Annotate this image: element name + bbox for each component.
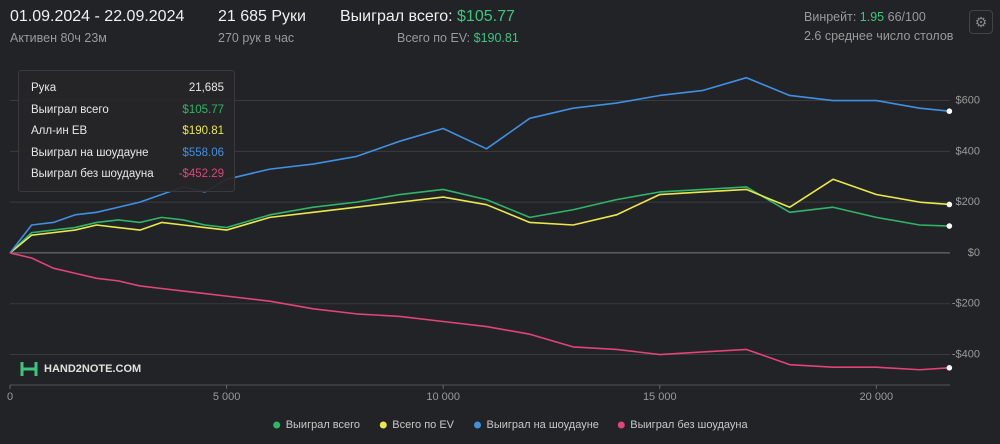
tooltip-label: Рука — [31, 82, 57, 94]
logo-text: HAND2NOTE.COM — [44, 363, 142, 375]
y-tick-label: -$400 — [952, 348, 980, 360]
end-point — [946, 108, 953, 115]
logo: HAND2NOTE.COM — [20, 360, 141, 378]
series-line — [9, 178, 950, 254]
winrate-value: 1.95 — [859, 10, 885, 24]
winrate-label: Винрейт: — [804, 10, 857, 24]
tooltip-value: $190.81 — [182, 125, 224, 137]
hands-rate: 270 рук в час — [218, 31, 295, 45]
y-tick-label: $0 — [968, 247, 980, 259]
legend-marker — [617, 421, 625, 429]
x-tick-label: 10 000 — [426, 391, 460, 403]
tooltip-value: $105.77 — [182, 103, 224, 116]
x-tick-label: 20 000 — [860, 391, 894, 403]
settings-button[interactable]: ⚙ — [969, 10, 993, 34]
tooltip-value: $558.06 — [182, 146, 224, 159]
hands: 21 685 Руки — [218, 8, 306, 25]
active-time: Активен 80ч 23м — [10, 31, 107, 45]
tooltip-label: Выиграл без шоудауна — [31, 168, 154, 180]
tooltip-value: 21,685 — [188, 82, 224, 94]
x-tick-label: 5 000 — [213, 391, 241, 403]
legend-label: Выиграл на шоудауне — [487, 419, 599, 431]
end-point — [946, 223, 953, 229]
legend-marker — [379, 421, 387, 429]
y-tick-label: $600 — [956, 94, 980, 106]
logo-icon — [20, 362, 38, 376]
tooltip-label: Выиграл на шоудауне — [31, 146, 149, 159]
y-tick-label: -$200 — [952, 298, 980, 310]
ev-value: $190.81 — [473, 31, 519, 45]
date-range: 01.09.2024 - 22.09.2024 — [10, 8, 185, 25]
tooltip-row: Выиграл всего $105.77 — [31, 104, 224, 116]
series-line — [9, 76, 950, 254]
end-point — [946, 201, 953, 208]
x-tick-label: 0 — [7, 391, 13, 403]
tooltip-row: Выиграл на шоудауне $558.06 — [31, 147, 224, 159]
winrate: Винрейт: 1.95 66/100 — [804, 10, 926, 24]
won-value: $105.77 — [457, 8, 515, 25]
legend-label: Выиграл без шоудауна — [630, 419, 748, 431]
end-point — [946, 365, 953, 371]
series-line — [9, 186, 950, 254]
tooltip-row: Рука 21,685 — [31, 82, 224, 94]
ev-total: Всего по EV: $190.81 — [397, 31, 519, 45]
legend-marker — [474, 421, 481, 429]
y-tick-label: $200 — [956, 196, 980, 208]
won-total: Выиграл всего: $105.77 — [340, 8, 515, 26]
tooltip-label: Выиграл всего — [31, 103, 109, 116]
x-tick-label: 15 000 — [643, 391, 677, 403]
ev-label: Всего по EV: — [397, 31, 471, 45]
winrate-unit: 66/100 — [887, 10, 926, 24]
legend-label: Всего по EV — [392, 419, 454, 431]
tooltip-label: Алл-ин EB — [31, 125, 88, 137]
tooltip-value: -$452.29 — [178, 168, 224, 180]
y-tick-label: $400 — [956, 145, 980, 157]
tooltip-row: Алл-ин EB $190.81 — [31, 125, 224, 137]
legend-marker — [273, 421, 281, 429]
won-label: Выиграл всего: — [340, 8, 453, 25]
tooltip: Рука 21,685 Выиграл всего $105.77 Алл-ин EB $… — [18, 70, 235, 192]
series-line — [9, 252, 950, 371]
tooltip-row: Выиграл без шоудауна -$452.29 — [31, 168, 224, 180]
tables: 2.6 среднее число столов — [804, 29, 954, 43]
legend-label: Выиграл всего — [286, 419, 360, 431]
